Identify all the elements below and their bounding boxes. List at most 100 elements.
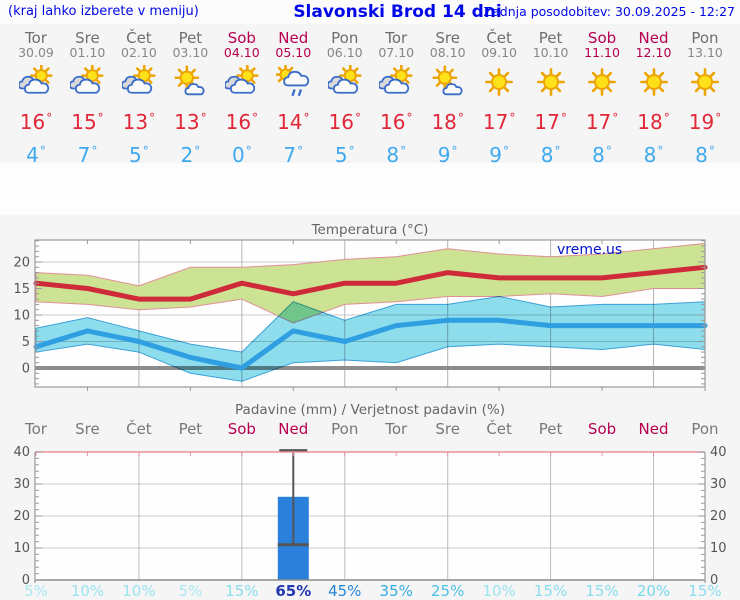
svg-text:20: 20 — [13, 256, 30, 271]
precip-day-label: Pet — [538, 420, 563, 438]
day-name: Sob — [227, 29, 256, 47]
sunny-icon — [588, 68, 616, 96]
rain-showers-icon — [276, 65, 310, 97]
sunny-icon — [691, 68, 719, 96]
high-temp: 13° — [122, 110, 156, 134]
partly-cloudy-icon — [70, 65, 104, 94]
high-temp: 17° — [482, 110, 516, 134]
precip-chart-title: Padavine (mm) / Verjetnost padavin (%) — [235, 402, 505, 418]
precip-day-label: Sob — [587, 420, 617, 438]
forecast-day[interactable]: Pet 03.10 13° 2° — [163, 30, 217, 170]
precip-probability: 45% — [328, 582, 362, 600]
forecast-day[interactable]: Pet 10.10 17° 8° — [524, 30, 578, 170]
forecast-day[interactable]: Čet 09.10 17° 9° — [472, 30, 526, 170]
forecast-day[interactable]: Ned 12.10 18° 8° — [627, 30, 681, 170]
low-temp: 5° — [129, 143, 149, 167]
watermark-link[interactable]: vreme.us — [557, 242, 623, 258]
day-name: Pon — [331, 29, 359, 47]
forecast-day[interactable]: Tor 30.09 16° 4° — [9, 30, 63, 170]
low-temp: 7° — [283, 143, 304, 167]
forecast-day[interactable]: Ned 05.10 14° 7° — [266, 30, 320, 170]
precip-probability: 65% — [275, 582, 312, 600]
high-temp: 18° — [431, 110, 464, 134]
high-temp: 17° — [534, 110, 567, 134]
precip-day-label: Čet — [486, 420, 512, 438]
low-temp: 2° — [180, 143, 201, 167]
min-temperature-line — [33, 317, 708, 371]
forecast-day[interactable]: Čet 02.10 13° 5° — [112, 30, 166, 170]
sunny-icon — [536, 68, 565, 96]
precip-day-label: Pon — [691, 420, 719, 438]
day-date: 04.10 — [223, 45, 260, 60]
day-date: 02.10 — [121, 45, 157, 60]
svg-text:10: 10 — [13, 309, 30, 324]
high-temp: 14° — [277, 110, 310, 134]
forecast-day[interactable]: Pon 06.10 16° 5° — [318, 30, 372, 170]
day-name: Sre — [435, 29, 460, 47]
precip-probability: 5% — [24, 582, 48, 600]
forecast-day[interactable]: Sob 11.10 17° 8° — [575, 30, 629, 170]
day-date: 07.10 — [378, 45, 415, 60]
low-temp: 5° — [334, 143, 355, 167]
high-temp: 16° — [19, 110, 53, 134]
low-temp: 8° — [386, 143, 407, 167]
spacer-band — [0, 163, 740, 215]
day-name: Čet — [126, 29, 152, 47]
precip-probability: 15% — [533, 582, 568, 600]
partly-cloudy-icon — [19, 65, 53, 94]
day-name: Sob — [587, 29, 617, 47]
svg-text:10: 10 — [13, 541, 30, 556]
precipitation-chart: 0 0 10 10 20 20 30 30 40 40 — [13, 445, 727, 588]
precip-probability: 10% — [482, 582, 516, 600]
precip-day-label: Sre — [75, 420, 100, 438]
precip-day-label: Pet — [178, 420, 203, 438]
precip-day-label: Sre — [435, 420, 460, 438]
partly-cloudy-icon — [224, 65, 259, 94]
forecast-day[interactable]: Sre 08.10 18° 9° — [421, 30, 475, 170]
day-name: Pet — [178, 29, 203, 47]
partly-cloudy-icon — [121, 65, 156, 94]
day-date: 05.10 — [275, 45, 312, 60]
day-name: Pet — [538, 29, 563, 47]
precip-probability: 25% — [431, 582, 465, 600]
precip-day-label: Čet — [126, 420, 152, 438]
precip-probability: 5% — [178, 582, 203, 600]
day-date: 13.10 — [687, 45, 723, 60]
precip-day-label: Pon — [331, 420, 359, 438]
max-temperature-line — [33, 264, 708, 302]
day-date: 06.10 — [326, 45, 363, 60]
mostly-sunny-icon — [174, 65, 205, 96]
day-date: 11.10 — [584, 45, 620, 60]
day-name: Tor — [385, 29, 408, 47]
low-temp: 8° — [643, 143, 664, 167]
partly-cloudy-icon — [327, 65, 362, 94]
precip-day-label: Tor — [25, 420, 47, 438]
sunny-icon — [485, 68, 514, 96]
forecast-day[interactable]: Sre 01.10 15° 7° — [60, 30, 114, 170]
forecast-day[interactable]: Sob 04.10 16° 0° — [215, 30, 269, 170]
svg-text:30: 30 — [710, 477, 727, 492]
day-date: 10.10 — [532, 45, 569, 60]
svg-text:40: 40 — [13, 445, 30, 460]
forecast-day[interactable]: Tor 07.10 16° 8° — [369, 30, 423, 170]
precip-day-label: Ned — [638, 420, 669, 438]
temperature-chart-title: Temperatura (°C) — [311, 222, 429, 238]
svg-text:20: 20 — [710, 509, 727, 524]
precip-probability: 15% — [688, 582, 722, 600]
high-temp: 15° — [71, 110, 104, 134]
high-temp: 16° — [225, 110, 259, 134]
temperature-chart: 0 5 10 15 20 — [13, 239, 708, 391]
low-temp: 0° — [231, 143, 252, 167]
svg-text:0: 0 — [710, 573, 718, 588]
day-date: 12.10 — [635, 45, 672, 60]
svg-text:5: 5 — [22, 335, 30, 350]
low-temp: 7° — [77, 143, 98, 167]
forecast-day[interactable]: Pon 13.10 19° 8° — [678, 30, 732, 170]
svg-text:0: 0 — [22, 573, 30, 588]
low-temp: 9° — [489, 143, 509, 167]
sunny-icon — [639, 68, 668, 96]
svg-text:0: 0 — [22, 362, 30, 377]
svg-text:10: 10 — [710, 541, 727, 556]
day-date: 30.09 — [18, 45, 54, 60]
precip-probability: 35% — [379, 582, 413, 600]
